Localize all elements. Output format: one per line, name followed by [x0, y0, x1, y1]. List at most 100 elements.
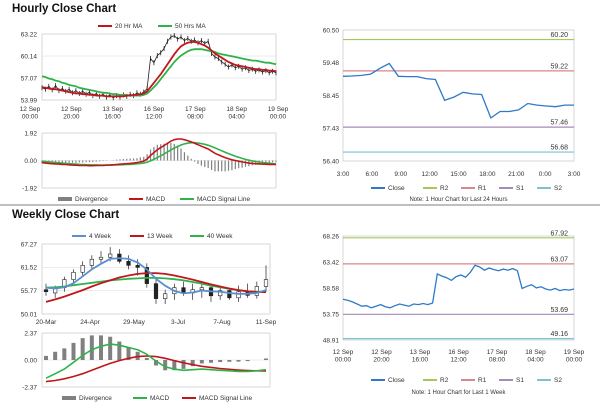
weekly-close-x-tick: 12 Sep 00:00 — [333, 349, 354, 364]
weekly-candle-body — [71, 271, 76, 280]
weekly-legend-macd-label: MACD — [150, 395, 169, 402]
hourly-divergence-bar — [88, 160, 91, 163]
weekly-13week-ma-line — [45, 272, 266, 303]
weekly-candle-body — [98, 256, 104, 260]
weekly-close-x-tick: 17 Sep 08:00 — [487, 349, 508, 364]
weekly-close-level-label-s1: 53.69 — [550, 307, 568, 314]
hourly-legend-50hr-ma-label: 50 Hrs MA — [175, 23, 206, 30]
hourly-divergence-bar — [210, 160, 213, 170]
weekly-close-x-tick: 19 Sep 00:00 — [564, 349, 585, 364]
hourly-divergence-bar — [177, 145, 179, 161]
weekly-candle-body — [163, 293, 168, 299]
hourly-close-y-tick: 58.45 — [323, 93, 340, 100]
hourly-close-y-tick: 60.50 — [323, 27, 340, 34]
hourly-divergence-bar — [272, 160, 274, 163]
hourly-close-x-tick: 3:00 — [568, 171, 581, 178]
hourly-divergence-bar — [102, 160, 104, 162]
weekly-legend-40week-label: 40 Week — [207, 233, 233, 240]
hourly-divergence-bar — [224, 160, 226, 172]
hourly-divergence-bar — [68, 160, 70, 163]
weekly-close-chart-title: Weekly Close Chart — [12, 209, 120, 221]
hourly-divergence-bar — [255, 160, 257, 165]
weekly-close-level-label-r1: 63.07 — [550, 256, 568, 263]
hourly-divergence-bar — [163, 143, 165, 161]
weekly-divergence-bar — [44, 355, 48, 360]
hourly-divergence-bar — [146, 154, 148, 161]
hourly-close-plot — [342, 29, 575, 162]
hourly-macd-y-tick: -1.92 — [22, 185, 37, 192]
hourly-macd-y-tick: 1.92 — [24, 130, 37, 137]
weekly-divergence-bar — [190, 360, 195, 367]
weekly-close-note: Note: 1 Hour Chart for Last 1 Week — [412, 390, 507, 396]
weekly-candle-body — [144, 267, 149, 284]
weekly-price-x-tick: 20-Mar — [36, 319, 57, 326]
hourly-close-x-tick: 9:00 — [394, 171, 407, 178]
weekly-close-x-tick: 12 Sep 20:00 — [371, 349, 392, 364]
hourly-price-x-tick: 18 Sep 04:00 — [226, 106, 247, 121]
weekly-divergence-bar — [227, 360, 232, 362]
weekly-divergence-bar — [71, 342, 76, 360]
hourly-divergence-bar — [190, 158, 192, 161]
weekly-legend-macd-signal-label: MACD Signal Line — [199, 395, 252, 402]
weekly-divergence-bar — [199, 360, 204, 364]
weekly-candle-body — [80, 265, 85, 273]
weekly-divergence-bar — [117, 341, 122, 360]
weekly-4week-ma-line — [45, 257, 267, 295]
hourly-divergence-bar — [129, 158, 131, 161]
hourly-divergence-bar — [132, 158, 135, 161]
hourly-legend-20hr-ma-label: 20 Hr MA — [115, 23, 143, 30]
hourly-divergence-bar — [238, 160, 240, 169]
hourly-macd-y-tick: 0.00 — [24, 158, 37, 165]
hourly-divergence-bar — [61, 160, 63, 164]
hourly-price-x-tick: 13 Sep 16:00 — [102, 106, 123, 121]
hourly-divergence-bar — [119, 159, 121, 161]
weekly-legend-4week-label: 4 Week — [89, 233, 112, 240]
hourly-50hr-ma-line — [41, 48, 277, 97]
weekly-candle-body — [227, 290, 232, 299]
weekly-legend-divergence-label: Divergence — [79, 395, 112, 402]
weekly-price-y-tick: 67.27 — [21, 241, 38, 248]
hourly-divergence-bar — [268, 160, 270, 163]
weekly-price-x-tick: 11-Sep — [256, 319, 277, 326]
weekly-close-legend-r2-label: R2 — [440, 377, 449, 384]
hourly-close-level-label-s2: 56.68 — [550, 145, 568, 152]
hourly-price-y-tick: 53.99 — [21, 97, 38, 104]
hourly-divergence-bar — [82, 160, 84, 163]
weekly-legend-13week-label: 13 Week — [147, 233, 173, 240]
hourly-close-x-tick: 21:00 — [508, 171, 525, 178]
weekly-close-level-label-r2: 67.92 — [550, 230, 568, 237]
hourly-divergence-bar — [143, 156, 145, 161]
hourly-close-x-tick: 18:00 — [479, 171, 496, 178]
weekly-divergence-bar — [181, 360, 186, 369]
weekly-price-y-tick: 55.77 — [21, 288, 38, 295]
weekly-price-y-tick: 50.01 — [21, 311, 38, 318]
weekly-divergence-bar — [163, 360, 168, 371]
weekly-divergence-bar — [144, 357, 149, 360]
weekly-divergence-bar — [264, 358, 268, 360]
hourly-close-legend-r2-label: R2 — [440, 185, 449, 192]
hourly-divergence-bar — [187, 155, 189, 161]
weekly-close-y-tick: 68.26 — [323, 233, 340, 240]
hourly-divergence-bar — [173, 143, 175, 161]
weekly-price-y-tick: 61.52 — [21, 265, 38, 272]
hourly-divergence-bar — [75, 160, 77, 163]
hourly-divergence-bar — [244, 160, 247, 167]
hourly-close-x-tick: 12:00 — [421, 171, 438, 178]
hourly-close-x-tick: 0:00 — [539, 171, 552, 178]
hourly-divergence-bar — [234, 160, 236, 170]
hourly-divergence-bar — [122, 159, 124, 161]
weekly-candle-body — [263, 279, 269, 287]
hourly-divergence-bar — [160, 144, 162, 161]
weekly-close-y-tick: 53.75 — [323, 311, 340, 318]
hourly-divergence-bar — [139, 157, 141, 161]
weekly-divergence-bar — [218, 360, 223, 363]
hourly-price-x-tick: 12 Sep 20:00 — [61, 106, 82, 121]
hourly-divergence-bar — [156, 144, 158, 161]
hourly-divergence-bar — [65, 160, 67, 163]
hourly-close-level-label-r2: 60.20 — [550, 32, 568, 39]
hourly-divergence-bar — [265, 160, 267, 164]
weekly-divergence-bar — [209, 360, 213, 363]
hourly-divergence-bar — [227, 160, 230, 171]
hourly-price-y-tick: 60.14 — [21, 53, 38, 60]
hourly-close-legend-close-label: Close — [388, 185, 405, 192]
